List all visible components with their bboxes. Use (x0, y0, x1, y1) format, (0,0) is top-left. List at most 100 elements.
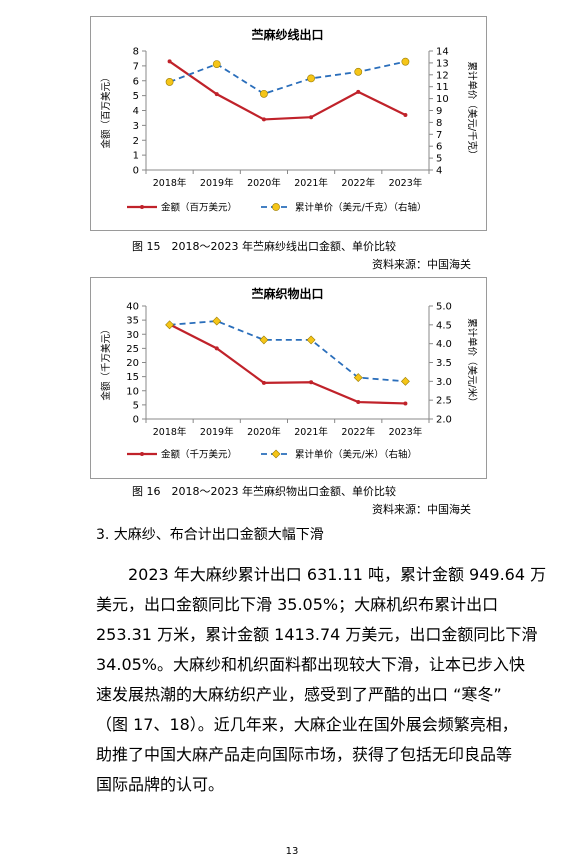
x-tick-label: 2020年 (247, 426, 281, 438)
amount-data-point (214, 346, 219, 351)
right-tick-label: 3.5 (436, 358, 452, 369)
chart-yarn-export: 苎麻纱线出口 0 1 2 3 4 5 6 7 8 4 5 6 7 8 9 10 11 12 13 14 2018年 2019… (90, 16, 487, 231)
price-series-line (169, 320, 406, 383)
left-tick-label: 15 (126, 372, 139, 383)
left-tick-label: 3 (133, 121, 139, 132)
right-tick-label: 6 (436, 142, 442, 153)
price-series-line (169, 60, 406, 95)
amount-data-point (309, 380, 314, 385)
left-tick-label: 2 (133, 136, 139, 147)
price-data-point (165, 320, 175, 330)
price-data-point (165, 78, 174, 86)
right-tick-label: 3.0 (436, 377, 452, 388)
left-tick-label: 30 (126, 330, 139, 341)
left-tick-label: 5 (133, 91, 139, 102)
price-data-point (400, 376, 410, 386)
legend-price-label: 累计单价（美元/千克）（右轴） (295, 202, 426, 214)
right-tick-label: 14 (436, 47, 449, 58)
left-tick-label: 5 (133, 400, 139, 411)
x-tick-label: 2023年 (389, 426, 423, 438)
legend-amount-marker (140, 452, 144, 456)
amount-data-point (167, 59, 172, 64)
chart-fabric-svg: 苎麻织物出口 0 5 10 15 20 25 30 35 40 2.0 2.5 3.0 3.5 4.0 4.5… (100, 286, 478, 461)
figure-16-caption: 图 16 2018～2023 年苎麻织物出口金额、单价比较 (132, 485, 396, 498)
right-tick-label: 13 (436, 58, 449, 69)
paragraph-line: 国际品牌的认可。 (96, 775, 225, 794)
figure-15-caption: 图 15 2018～2023 年苎麻纱线出口金额、单价比较 (132, 240, 396, 253)
chart-fabric-export: 苎麻织物出口 0 5 10 15 20 25 30 35 40 2.0 2.5 3.0 3.5 4.0 4.5… (90, 277, 487, 479)
x-tick-label: 2018年 (153, 177, 187, 189)
amount-data-point (309, 115, 314, 120)
x-tick-label: 2021年 (294, 177, 328, 189)
x-tick-label: 2023年 (389, 177, 423, 189)
legend-price-marker (272, 203, 280, 211)
paragraph-line: （图 17、18）。近几年来，大麻企业在国外展会频繁亮相， (96, 715, 518, 734)
price-data-point (306, 335, 316, 345)
amount-data-point (403, 112, 408, 117)
y-axis-title-left: 金额（千万美元） (100, 324, 112, 400)
section-title: 3. 大麻纱、布合计出口金额大幅下滑 (96, 527, 324, 543)
x-tick-label: 2022年 (341, 426, 375, 438)
paragraph-line: 助推了中国大麻产品走向国际市场，获得了包括无印良品等 (96, 745, 513, 764)
left-tick-label: 1 (133, 151, 139, 162)
price-data-point (212, 316, 222, 326)
y-axis-title-right: 累计单价（美元/米） (466, 318, 478, 407)
left-tick-label: 7 (133, 61, 139, 72)
amount-data-point (214, 92, 219, 97)
paragraph-line: 34.05%。大麻纱和机织面料都出现较大下滑，让本已步入快 (96, 655, 526, 674)
amount-data-point (261, 380, 266, 385)
left-tick-label: 8 (133, 47, 139, 58)
y-axis-title-right: 累计单价（美元/千克） (466, 61, 478, 159)
legend-amount-marker (140, 205, 144, 209)
x-tick-label: 2020年 (247, 177, 281, 189)
paragraph-line: 2023 年大麻纱累计出口 631.11 吨，累计金额 949.64 万 (96, 565, 547, 584)
amount-data-point (261, 117, 266, 122)
left-tick-label: 20 (126, 358, 139, 369)
right-tick-label: 7 (436, 130, 442, 141)
body-paragraph: 2023 年大麻纱累计出口 631.11 吨，累计金额 949.64 万 美元，… (96, 560, 556, 800)
price-data-point (260, 89, 268, 98)
left-tick-label: 25 (126, 344, 139, 355)
right-tick-label: 2.5 (436, 396, 452, 407)
right-tick-label: 4 (436, 166, 442, 177)
right-tick-label: 4.5 (436, 320, 452, 331)
right-tick-label: 11 (436, 82, 449, 93)
legend-price-label: 累计单价（美元/米）（右轴） (295, 449, 417, 461)
chart-title: 苎麻纱线出口 (251, 27, 323, 42)
price-data-point (353, 373, 363, 382)
legend-amount-label: 金额（百万美元） (161, 202, 237, 214)
right-tick-label: 4.0 (436, 339, 452, 350)
price-data-point (307, 74, 315, 83)
right-tick-label: 10 (436, 94, 449, 105)
left-tick-label: 35 (126, 316, 139, 327)
price-data-point (259, 335, 269, 345)
left-tick-label: 4 (133, 106, 139, 117)
right-tick-label: 9 (436, 106, 442, 117)
chart-title: 苎麻织物出口 (251, 286, 323, 301)
right-tick-label: 8 (436, 118, 442, 129)
page-number: 13 (285, 846, 299, 857)
amount-data-point (356, 400, 361, 405)
amount-series-line (168, 60, 406, 121)
right-tick-label: 12 (436, 70, 449, 81)
amount-data-point (356, 89, 361, 94)
right-tick-label: 5.0 (436, 302, 452, 313)
amount-data-point (403, 401, 408, 406)
amount-series-line (169, 323, 406, 405)
price-data-point (212, 60, 221, 68)
paragraph-line: 速发展热潮的大麻纺织产业，感受到了严酷的出口 “寒冬” (96, 685, 502, 704)
x-tick-label: 2022年 (341, 177, 375, 189)
left-tick-label: 0 (133, 415, 139, 426)
y-axis-title-left: 金额（百万美元） (100, 72, 112, 148)
x-tick-label: 2019年 (200, 426, 234, 438)
left-tick-label: 40 (126, 302, 139, 313)
price-data-point (354, 67, 363, 76)
x-tick-label: 2018年 (153, 426, 187, 438)
right-tick-label: 2.0 (436, 415, 452, 426)
figure-16-source: 资料来源：中国海关 (372, 503, 471, 516)
right-tick-label: 5 (436, 154, 442, 165)
left-tick-label: 10 (126, 386, 139, 397)
legend-price-marker (271, 449, 281, 459)
figure-15-source: 资料来源：中国海关 (372, 258, 471, 271)
